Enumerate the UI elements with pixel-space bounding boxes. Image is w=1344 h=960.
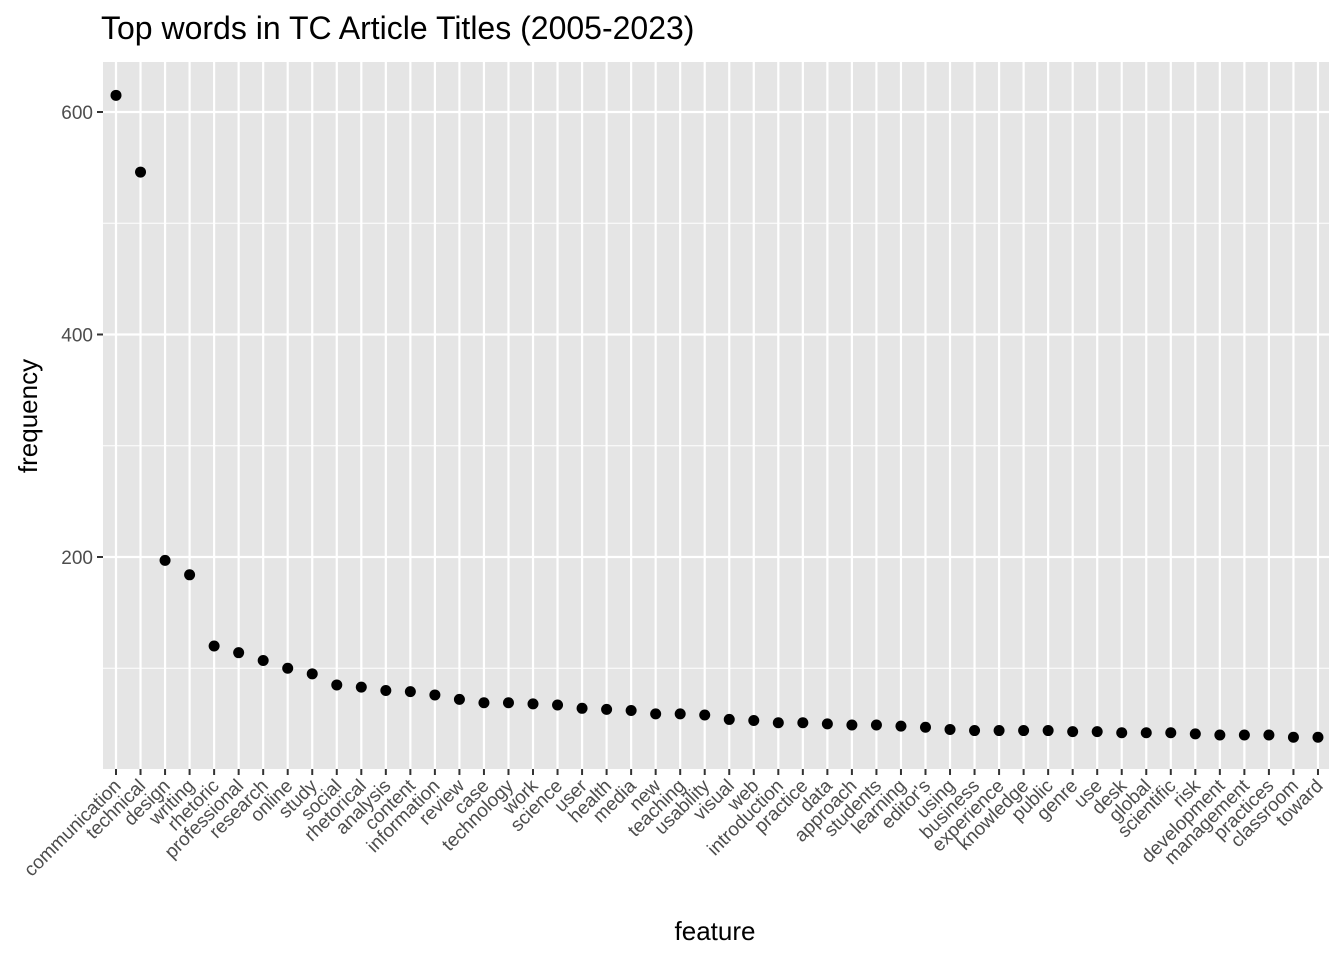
data-point bbox=[1116, 727, 1128, 739]
data-point bbox=[184, 569, 196, 581]
data-point bbox=[772, 717, 784, 729]
data-point bbox=[380, 685, 392, 696]
data-point bbox=[502, 697, 514, 709]
data-point bbox=[748, 715, 760, 727]
y-axis-title: frequency bbox=[13, 359, 43, 473]
y-axis: 200 400 600 bbox=[61, 103, 103, 569]
data-point bbox=[552, 699, 564, 711]
data-point bbox=[1312, 731, 1324, 743]
data-point bbox=[625, 705, 637, 717]
data-point bbox=[919, 721, 931, 733]
data-point bbox=[821, 718, 833, 730]
data-point bbox=[1263, 729, 1275, 741]
data-points bbox=[110, 89, 1324, 743]
data-point bbox=[110, 89, 122, 101]
data-point bbox=[870, 719, 882, 731]
y-tick-label: 200 bbox=[61, 548, 93, 569]
data-point bbox=[1165, 727, 1177, 739]
data-point bbox=[576, 702, 588, 714]
data-point bbox=[1042, 725, 1054, 737]
data-point bbox=[306, 668, 318, 680]
data-point bbox=[1238, 729, 1250, 741]
data-point bbox=[1189, 728, 1201, 740]
data-point bbox=[723, 713, 735, 725]
chart-title: Top words in TC Article Titles (2005-202… bbox=[101, 10, 694, 46]
data-point bbox=[429, 689, 441, 701]
data-point bbox=[1091, 726, 1103, 738]
data-point bbox=[135, 166, 147, 178]
data-point bbox=[1287, 731, 1299, 743]
data-point bbox=[993, 725, 1005, 737]
data-point bbox=[159, 554, 171, 566]
data-point bbox=[650, 708, 662, 720]
data-point bbox=[478, 697, 490, 709]
data-point bbox=[969, 725, 981, 737]
data-point bbox=[331, 679, 343, 691]
data-point bbox=[257, 654, 269, 666]
data-point bbox=[601, 703, 613, 715]
x-axis-title: feature bbox=[675, 916, 756, 946]
y-tick-label: 600 bbox=[61, 103, 93, 124]
data-point bbox=[527, 698, 539, 710]
data-point bbox=[233, 647, 245, 659]
plot-panel bbox=[103, 62, 1329, 769]
grid-minor bbox=[103, 222, 1329, 669]
data-point bbox=[453, 693, 465, 705]
data-point bbox=[1140, 727, 1152, 739]
data-point bbox=[846, 719, 858, 731]
data-point bbox=[699, 709, 711, 721]
data-point bbox=[1214, 729, 1226, 741]
data-point bbox=[1018, 725, 1030, 737]
y-tick-label: 400 bbox=[61, 326, 93, 347]
x-axis: communicationtechnicaldesignwritingrheto… bbox=[20, 769, 1328, 881]
data-point bbox=[208, 640, 220, 652]
data-point bbox=[282, 662, 294, 674]
data-point bbox=[895, 720, 907, 732]
data-point bbox=[355, 681, 367, 693]
data-point bbox=[797, 717, 809, 729]
data-point bbox=[1067, 726, 1079, 738]
data-point bbox=[944, 723, 956, 735]
data-point bbox=[404, 686, 416, 698]
data-point bbox=[674, 708, 686, 720]
